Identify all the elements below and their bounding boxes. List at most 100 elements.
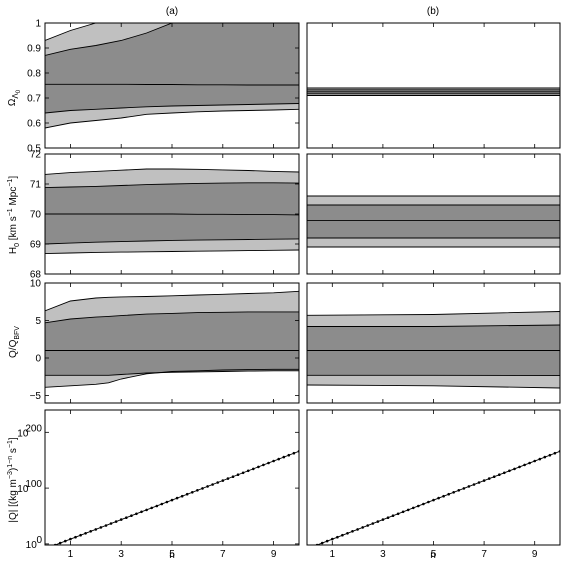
y-tick-label: 0.9 [27,44,41,55]
y-tick-label: 0.5 [27,144,41,155]
data-point [396,512,400,516]
svg-text:H0 [km s−1 Mpc−1]: H0 [km s−1 Mpc−1] [7,176,21,254]
data-point [371,522,375,525]
outer-lower-line [45,249,299,255]
ylabel-abs-q: |Q| [(kg m−3)1−n s−1] [7,437,19,523]
x-tick-label: 5 [431,549,437,560]
data-point [320,541,324,545]
panel-frame [44,409,300,546]
plot-area-omega-a [45,23,299,129]
data-point [191,491,194,494]
x-tick-label: 7 [481,549,487,560]
data-point [277,457,281,461]
panel-h0-b [306,153,561,275]
data-point [89,530,92,533]
data-point [175,496,179,500]
inner-upper-line [307,324,560,327]
data-point [58,541,62,545]
plot-area-h0-a [45,168,299,255]
x-tick-label: 1 [68,549,74,560]
outer-upper-line [45,290,299,312]
panel-frame [44,153,300,275]
data-point [447,492,451,496]
data-point [292,451,296,455]
data-point [356,528,359,531]
data-point [236,473,240,477]
data-point [386,516,390,519]
data-point [381,518,385,521]
data-point [401,510,405,514]
plot-area-omega-b [307,87,560,96]
outer-lower-line [45,368,299,388]
data-point [114,520,118,523]
data-point [257,465,260,469]
center-line [45,213,299,216]
plot-area-abs-q-b [315,450,560,545]
data-point [472,483,476,486]
data-point [457,489,461,492]
data-point [109,522,113,525]
data-point [361,526,365,529]
data-point [79,533,82,537]
data-point [482,479,486,482]
data-point [437,496,440,500]
data-point [487,477,491,480]
y-tick-label: 72 [30,150,42,161]
column-title-a: (a) [166,6,178,17]
plot-area-q-b [307,311,560,389]
panel-frame [44,22,300,149]
y-tick-label: 68 [30,270,42,281]
center-line [45,83,299,86]
plot-area-h0-b [307,195,560,248]
data-point [196,489,199,492]
data-point [49,546,52,549]
y-tick-label: 69 [30,240,42,251]
outer-upper-line [45,168,299,175]
data-point [267,461,270,465]
panel-frame [306,409,561,546]
data-point [432,498,435,502]
data-point [160,502,164,506]
panel-omega-a: 0.5 0.6 0.7 0.8 0.9 1 [27,19,300,155]
y-tick-label: 0.6 [27,119,41,130]
plot-area-abs-q-a [49,450,299,549]
x-tick-label: 9 [532,549,538,560]
data-point [246,469,250,473]
data-point [185,492,189,496]
outer-lower-line [45,108,299,129]
x-tick-label: 1 [330,549,336,560]
data-point [252,467,255,471]
svg-text:Q/QBFV: Q/QBFV [8,326,21,358]
data-point [282,455,286,459]
y-tick-exponent: 100 [25,479,42,490]
data-point [64,539,67,543]
x-tick-label: 9 [271,549,277,560]
inner-band [45,23,299,113]
data-point [366,524,370,527]
data-point [336,535,339,539]
y-tick-label: 1 [35,19,41,30]
data-point [216,481,219,484]
data-point [492,475,496,479]
data-point [140,510,143,514]
data-point [104,524,108,527]
xlabel-a: n [169,550,175,561]
y-tick-label: 0.7 [27,94,41,105]
x-tick-label: 3 [380,549,386,560]
inner-band [45,311,299,376]
panel-q-a: −5 0 5 10 [30,279,300,404]
data-point [325,539,329,543]
inner-upper-line [45,182,299,189]
data-point [346,532,349,535]
y-tick-label: 5 [35,316,41,327]
data-point [412,506,415,510]
data-point [548,453,552,457]
svg-text:ΩΛ0: ΩΛ0 [7,89,22,106]
data-point [518,465,521,469]
outer-lower-line [307,384,560,389]
data-point [150,506,153,510]
data-point [503,471,506,475]
ylabel-omega: ΩΛ0 [7,89,22,106]
data-point [391,514,395,517]
data-point [543,455,547,459]
